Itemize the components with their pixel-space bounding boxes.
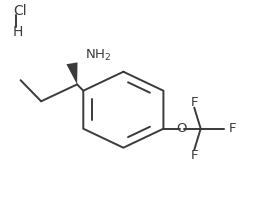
Polygon shape [66, 62, 78, 84]
Text: F: F [228, 122, 236, 135]
Text: F: F [190, 96, 198, 109]
Text: H: H [13, 25, 23, 39]
Text: O: O [176, 122, 187, 135]
Text: F: F [190, 149, 198, 162]
Text: Cl: Cl [13, 4, 26, 18]
Text: NH$_2$: NH$_2$ [85, 48, 111, 64]
